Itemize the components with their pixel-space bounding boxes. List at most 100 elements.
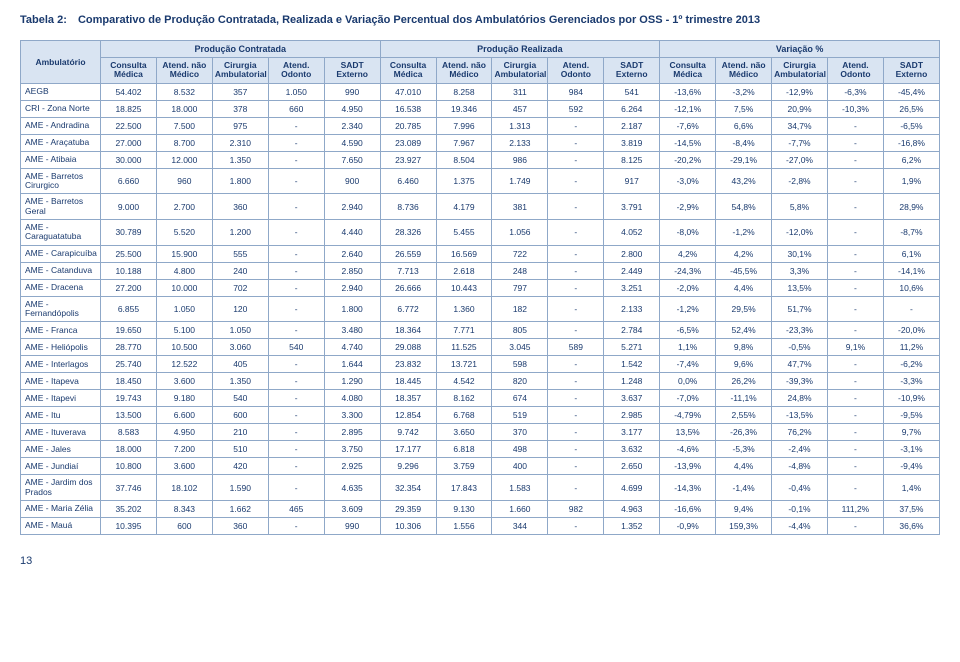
cell: 2.940 — [324, 279, 380, 296]
cell: 12.522 — [156, 356, 212, 373]
cell: 9,1% — [827, 339, 883, 356]
cell: 29.359 — [380, 501, 436, 518]
cell: -12,0% — [772, 220, 828, 246]
cell: 9,8% — [716, 339, 772, 356]
cell: 18.000 — [101, 441, 157, 458]
cell: 13,5% — [660, 424, 716, 441]
cell: 555 — [212, 245, 268, 262]
subheader-3: Atend. Odonto — [268, 58, 324, 84]
cell: 674 — [492, 390, 548, 407]
cell: 4.635 — [324, 475, 380, 501]
cell: 18.357 — [380, 390, 436, 407]
subheader-0: Consulta Médica — [101, 58, 157, 84]
cell: - — [827, 296, 883, 322]
cell: -11,1% — [716, 390, 772, 407]
cell: 19.743 — [101, 390, 157, 407]
row-label: AME - Maria Zélia — [21, 501, 101, 518]
cell: -45,5% — [716, 262, 772, 279]
cell: - — [548, 441, 604, 458]
cell: -26,3% — [716, 424, 772, 441]
cell: 8.583 — [101, 424, 157, 441]
table-row: AME - Maria Zélia35.2028.3431.6624653.60… — [21, 501, 940, 518]
cell: - — [827, 356, 883, 373]
header-group-variacao: Variação % — [660, 41, 940, 58]
cell: 990 — [324, 518, 380, 535]
cell: - — [827, 220, 883, 246]
cell: 6.855 — [101, 296, 157, 322]
header-group-contratada: Produção Contratada — [101, 41, 381, 58]
subheader-4: SADT Externo — [324, 58, 380, 84]
cell: 27.200 — [101, 279, 157, 296]
table-row: AME - Jardim dos Prados37.74618.1021.590… — [21, 475, 940, 501]
cell: 23.832 — [380, 356, 436, 373]
cell: 37,5% — [883, 501, 939, 518]
cell: 1.200 — [212, 220, 268, 246]
title-text: Comparativo de Produção Contratada, Real… — [78, 14, 760, 26]
cell: 2.640 — [324, 245, 380, 262]
cell: 4.699 — [604, 475, 660, 501]
cell: 1.360 — [436, 296, 492, 322]
cell: 9,6% — [716, 356, 772, 373]
cell: - — [548, 458, 604, 475]
cell: 1.050 — [156, 296, 212, 322]
cell: 28,9% — [883, 194, 939, 220]
cell: -4,8% — [772, 458, 828, 475]
cell: 357 — [212, 83, 268, 100]
cell: 9.180 — [156, 390, 212, 407]
cell: 26.666 — [380, 279, 436, 296]
cell: 10.443 — [436, 279, 492, 296]
cell: 2.618 — [436, 262, 492, 279]
cell: 4,4% — [716, 458, 772, 475]
cell: - — [268, 279, 324, 296]
cell: - — [548, 168, 604, 194]
cell: 76,2% — [772, 424, 828, 441]
row-label: AME - Interlagos — [21, 356, 101, 373]
row-label: AME - Fernandópolis — [21, 296, 101, 322]
cell: -12,1% — [660, 100, 716, 117]
cell: - — [827, 407, 883, 424]
table-row: AME - Itapeva18.4503.6001.350-1.29018.44… — [21, 373, 940, 390]
cell: 159,3% — [716, 518, 772, 535]
cell: 6,2% — [883, 151, 939, 168]
cell: 3.480 — [324, 322, 380, 339]
cell: 1.583 — [492, 475, 548, 501]
cell: 1.542 — [604, 356, 660, 373]
cell: -14,1% — [883, 262, 939, 279]
cell: -2,4% — [772, 441, 828, 458]
cell: 2.940 — [324, 194, 380, 220]
cell: -7,7% — [772, 134, 828, 151]
cell: -6,5% — [883, 117, 939, 134]
cell: 519 — [492, 407, 548, 424]
cell: 248 — [492, 262, 548, 279]
cell: -27,0% — [772, 151, 828, 168]
cell: 4,2% — [660, 245, 716, 262]
cell: 6.600 — [156, 407, 212, 424]
cell: 5.271 — [604, 339, 660, 356]
cell: 18.445 — [380, 373, 436, 390]
cell: - — [268, 168, 324, 194]
cell: 2.133 — [492, 134, 548, 151]
cell: - — [268, 262, 324, 279]
cell: 1.749 — [492, 168, 548, 194]
cell: -8,4% — [716, 134, 772, 151]
cell: 600 — [156, 518, 212, 535]
cell: 20.785 — [380, 117, 436, 134]
table-row: AME - Araçatuba27.0008.7002.310-4.59023.… — [21, 134, 940, 151]
cell: 6.768 — [436, 407, 492, 424]
table-row: AME - Barretos Geral9.0002.700360-2.9408… — [21, 194, 940, 220]
cell: -9,4% — [883, 458, 939, 475]
cell: 2.187 — [604, 117, 660, 134]
cell: 54,8% — [716, 194, 772, 220]
cell: 5.100 — [156, 322, 212, 339]
cell: 18.000 — [156, 100, 212, 117]
table-row: AME - Jales18.0007.200510-3.75017.1776.8… — [21, 441, 940, 458]
cell: -6,2% — [883, 356, 939, 373]
table-row: AME - Barretos Cirurgico6.6609601.800-90… — [21, 168, 940, 194]
cell: 5.520 — [156, 220, 212, 246]
cell: - — [548, 151, 604, 168]
header-ambulatorio: Ambulatório — [21, 41, 101, 84]
cell: 7.771 — [436, 322, 492, 339]
cell: - — [548, 373, 604, 390]
cell: - — [827, 168, 883, 194]
cell: 17.177 — [380, 441, 436, 458]
